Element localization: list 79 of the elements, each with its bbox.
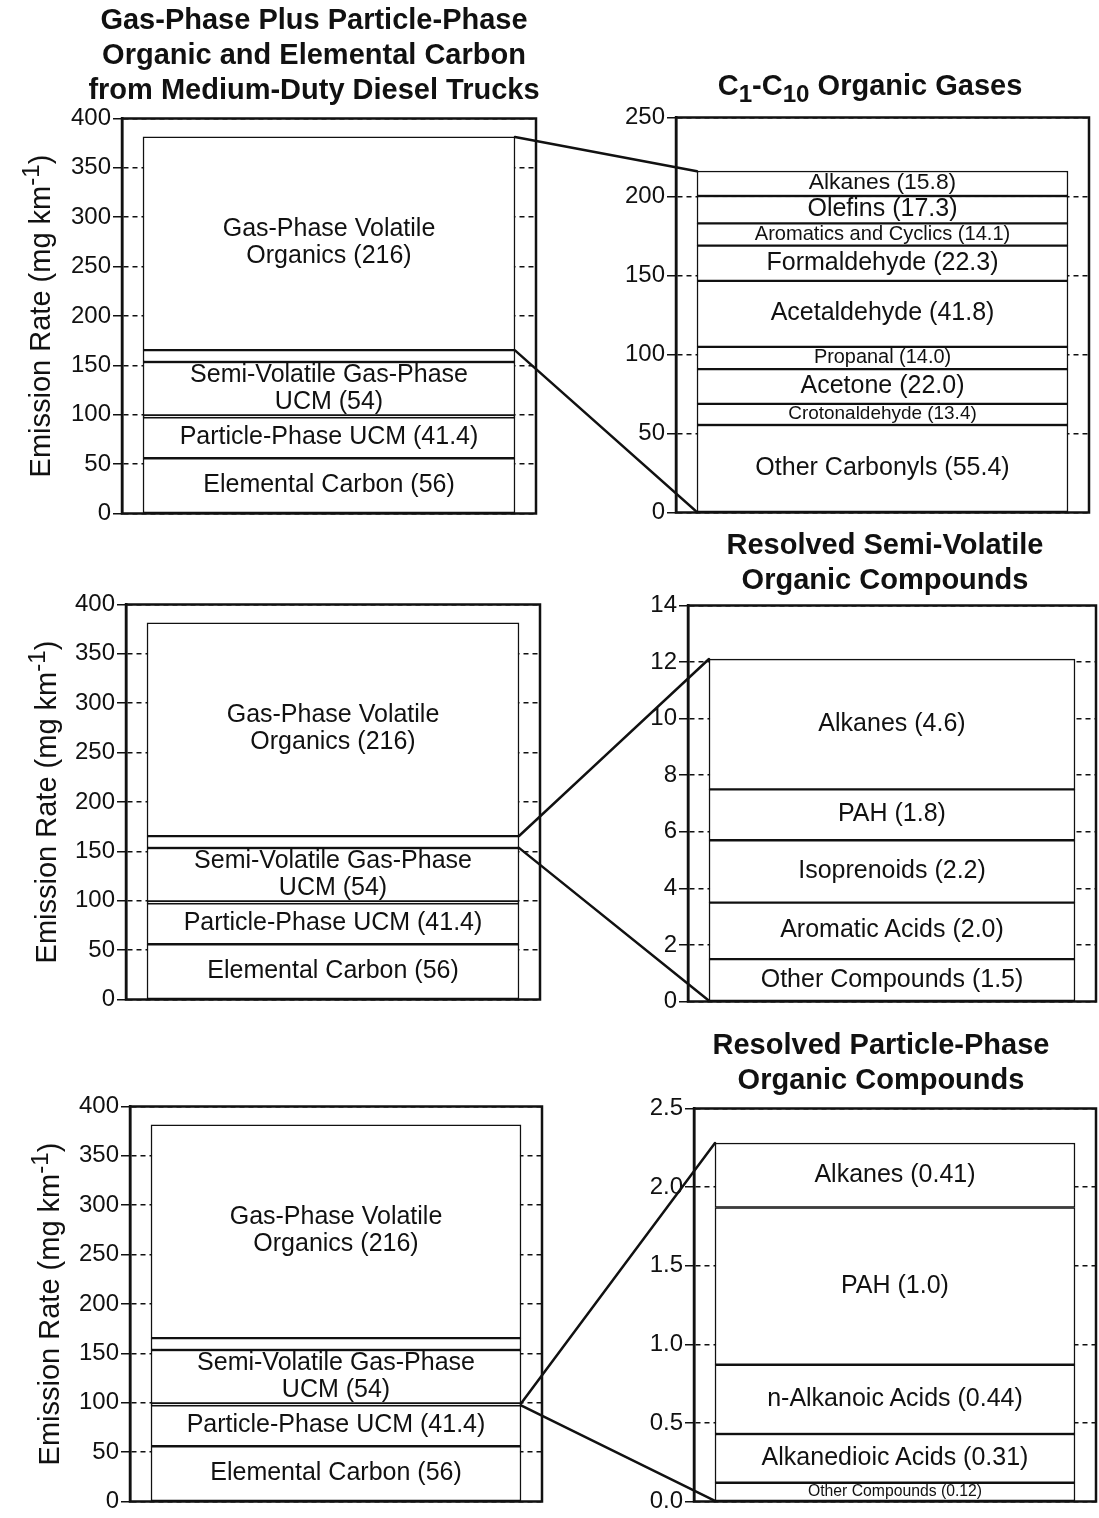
text: Other Compounds (1.5) [760, 963, 1024, 992]
text: Acetone (22.0) [800, 369, 965, 398]
y-tick-label: 14 [650, 590, 677, 618]
y-tick-label: 100 [70, 399, 111, 427]
y-tick-label: 200 [78, 1288, 119, 1316]
text: Elemental Carbon (56) [207, 955, 459, 984]
y-tick-label: 150 [70, 350, 111, 378]
y-tick-label: 300 [70, 201, 111, 229]
y-tick-label: 200 [624, 181, 665, 209]
y-tick-label: 1.0 [649, 1328, 683, 1356]
y-tick-label: 250 [624, 102, 665, 130]
y-tick-label: 100 [78, 1387, 119, 1415]
text: Elemental Carbon (56) [203, 469, 455, 498]
y-tick-label: 150 [624, 260, 665, 288]
y-tick-label: 6 [663, 816, 677, 844]
y-tick-label: 0 [97, 498, 111, 526]
y-tick-label: 0.0 [649, 1486, 683, 1514]
text: Aromatics and Cyclics (14.1) [754, 221, 1011, 244]
text: Semi-Volatile Gas-Phase UCM (54) [194, 844, 472, 900]
text: Formaldehyde (22.3) [766, 246, 999, 275]
y-tick-label: 100 [624, 339, 665, 367]
y-tick-label: 250 [70, 251, 111, 279]
y-tick-label: 350 [74, 638, 115, 666]
y-tick-label: 0.5 [649, 1407, 683, 1435]
y-tick-label: 2 [663, 929, 677, 957]
y-tick-label: 0 [663, 986, 677, 1014]
y-tick-label: 300 [78, 1189, 119, 1217]
y-tick-label: 350 [70, 152, 111, 180]
text: Crotonaldehyde (13.4) [788, 402, 977, 424]
y-tick-label: 200 [74, 786, 115, 814]
text: Other Compounds (0.12) [807, 1481, 983, 1499]
text: Alkanes (4.6) [818, 707, 966, 736]
y-tick-label: 100 [74, 885, 115, 913]
text: Propanal (14.0) [813, 345, 952, 368]
y-tick-label: 2.5 [649, 1093, 683, 1121]
y-tick-label: 4 [663, 873, 677, 901]
chart-title: Resolved Particle-Phase Organic Compounds [712, 1028, 1050, 1095]
text: n-Alkanoic Acids (0.44) [767, 1382, 1023, 1411]
y-tick-label: 1.5 [649, 1250, 683, 1278]
y-tick-label: 12 [650, 646, 677, 674]
y-tick-label: 50 [92, 1436, 119, 1464]
text: Semi-Volatile Gas-Phase UCM (54) [190, 358, 468, 414]
text: Alkanedioic Acids (0.31) [761, 1441, 1029, 1470]
text: PAH (1.8) [838, 798, 946, 827]
chart-title: C$_{1}$-C$_{10}$ Organic Gases [717, 69, 1023, 107]
text: Alkanes (0.41) [814, 1158, 976, 1187]
text: Aromatic Acids (2.0) [780, 914, 1004, 943]
text: Other Carbonyls (55.4) [755, 451, 1010, 480]
y-tick-label: 50 [84, 448, 111, 476]
text: Alkanes (15.8) [808, 168, 957, 195]
y-tick-label: 50 [638, 418, 665, 446]
text: Gas-Phase Volatile Organics (216) [229, 1201, 443, 1257]
text: Gas-Phase Volatile Organics (216) [222, 213, 436, 269]
y-tick-label: 0 [651, 497, 665, 525]
text: Olefins (17.3) [807, 193, 958, 222]
chart-title: Resolved Semi-Volatile Organic Compounds [725, 527, 1045, 597]
text: Semi-Volatile Gas-Phase UCM (54) [197, 1346, 475, 1402]
text: Gas-Phase Volatile Organics (216) [226, 699, 440, 755]
y-tick-label: 200 [70, 300, 111, 328]
text: Isoprenoids (2.2) [798, 854, 986, 883]
y-tick-label: 0 [101, 984, 115, 1012]
text: Particle-Phase UCM (41.4) [179, 421, 479, 450]
text: Elemental Carbon (56) [210, 1457, 462, 1486]
y-tick-label: 10 [650, 703, 677, 731]
text: PAH (1.0) [841, 1269, 949, 1298]
y-tick-label: 150 [78, 1338, 119, 1366]
text: Particle-Phase UCM (41.4) [186, 1409, 486, 1438]
y-tick-label: 250 [74, 737, 115, 765]
y-tick-label: 400 [78, 1091, 119, 1119]
y-tick-label: 250 [78, 1239, 119, 1267]
y-tick-label: 50 [88, 934, 115, 962]
y-tick-label: 400 [74, 589, 115, 617]
y-tick-label: 300 [74, 687, 115, 715]
text: Acetaldehyde (41.8) [770, 297, 995, 326]
text: Particle-Phase UCM (41.4) [183, 907, 483, 936]
y-tick-label: 0 [105, 1486, 119, 1514]
y-tick-label: 350 [78, 1140, 119, 1168]
y-tick-label: 8 [663, 759, 677, 787]
y-tick-label: 150 [74, 836, 115, 864]
